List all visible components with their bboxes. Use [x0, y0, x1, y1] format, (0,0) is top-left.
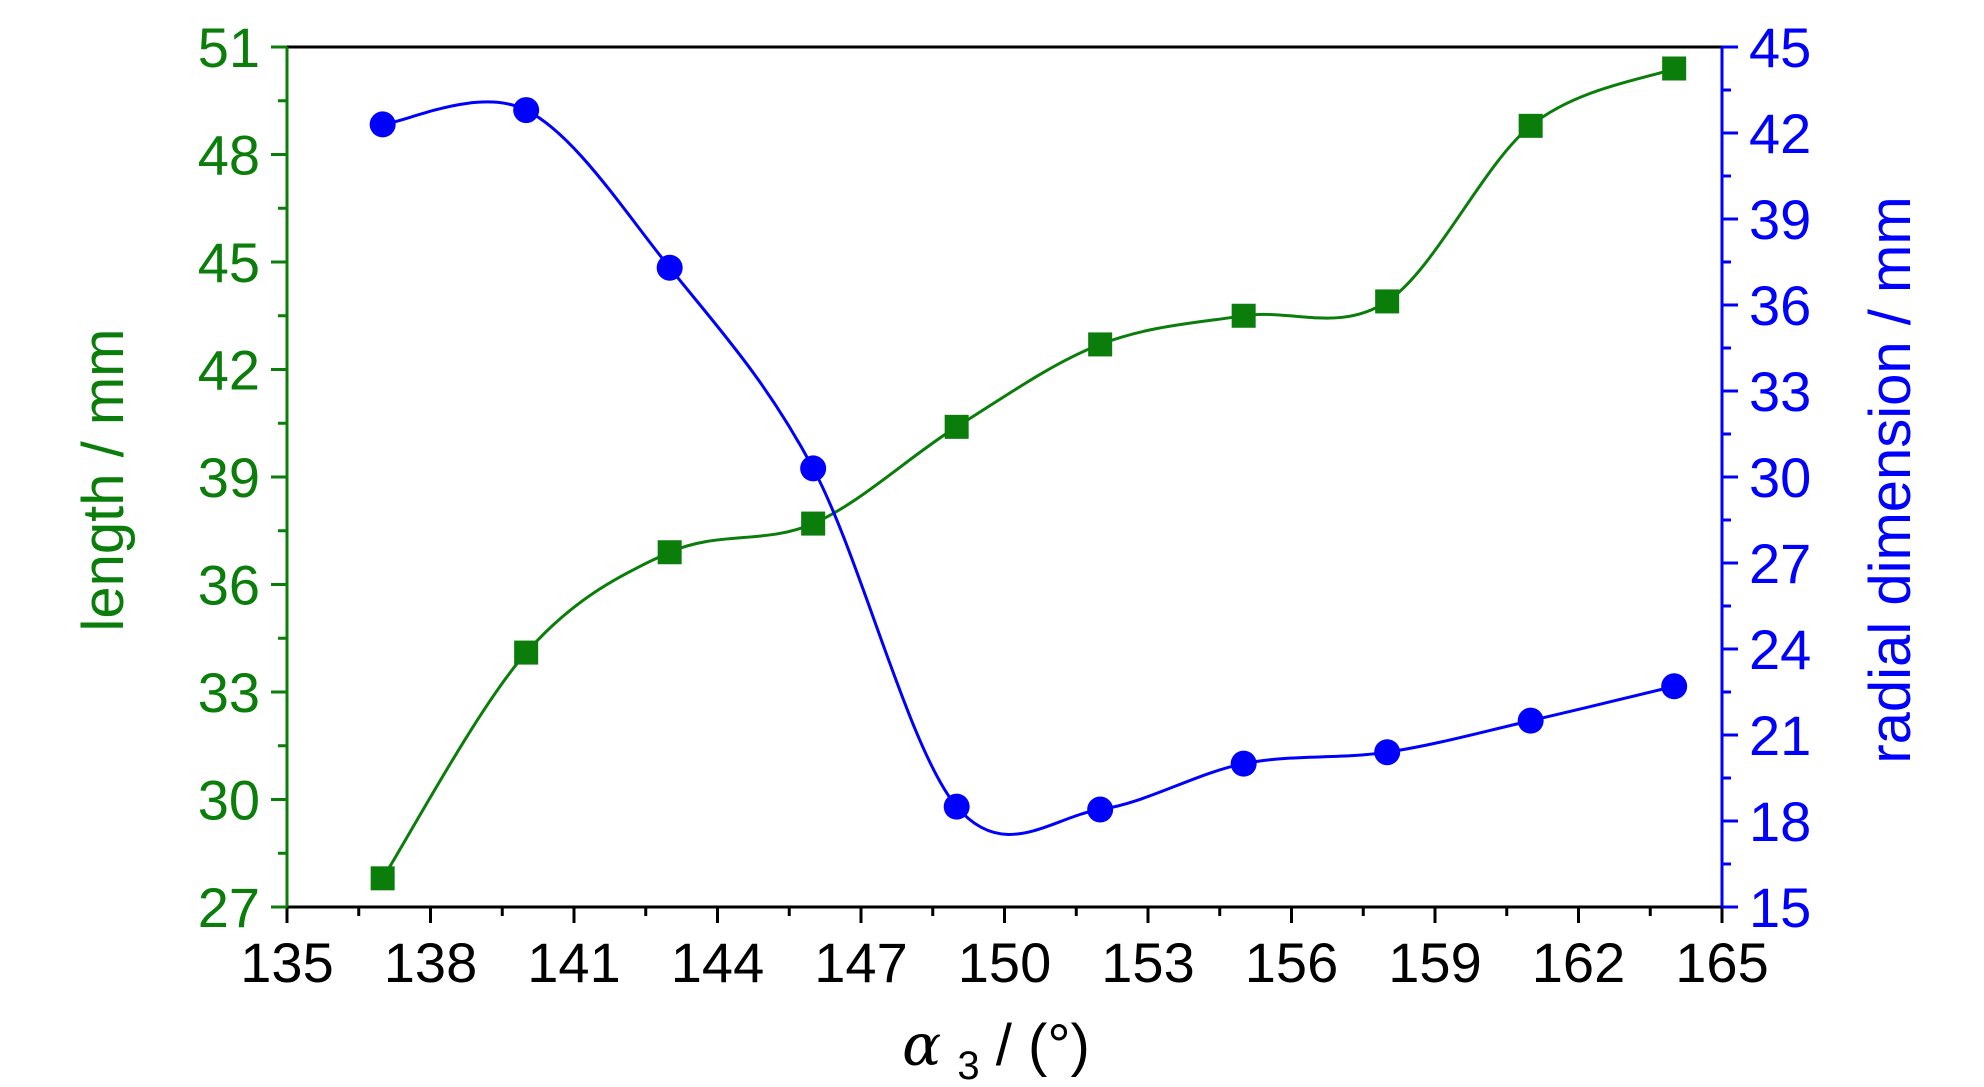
left-y-tick-label-48: 48 — [198, 124, 260, 187]
left-y-axis-title: length / mm — [71, 329, 136, 632]
length-point-155 — [1231, 303, 1256, 328]
radial-point-143 — [656, 254, 683, 281]
x-tick-label-147: 147 — [814, 931, 907, 994]
left-y-tick-label-45: 45 — [198, 231, 260, 294]
right-y-tick-label-21: 21 — [1749, 704, 1811, 767]
right-y-tick-label-30: 30 — [1749, 446, 1811, 509]
length-point-146 — [801, 511, 826, 536]
radial-point-164 — [1661, 673, 1688, 700]
left-y-tick-label-36: 36 — [198, 554, 260, 617]
right-y-tick-label-36: 36 — [1749, 274, 1811, 337]
x-tick-label-153: 153 — [1101, 931, 1194, 994]
radial-series-line — [382, 100, 1675, 836]
length-point-143 — [657, 540, 682, 565]
left-y-tick-label-30: 30 — [198, 769, 260, 832]
right-y-tick-label-39: 39 — [1749, 188, 1811, 251]
left-y-tick-label-42: 42 — [198, 339, 260, 402]
right-y-tick-label-24: 24 — [1749, 618, 1811, 681]
length-point-152 — [1088, 332, 1113, 357]
length-point-149 — [944, 414, 969, 439]
plot-layer — [369, 56, 1688, 891]
left-y-tick-label-33: 33 — [198, 661, 260, 724]
tick-layer — [271, 45, 1738, 923]
right-y-tick-label-27: 27 — [1749, 532, 1811, 595]
radial-point-155 — [1230, 750, 1257, 777]
right-y-tick-label-18: 18 — [1749, 790, 1811, 853]
length-point-164 — [1662, 56, 1687, 81]
radial-point-161 — [1517, 707, 1544, 734]
right-y-tick-label-15: 15 — [1749, 876, 1811, 939]
length-point-140 — [514, 640, 539, 665]
right-y-tick-label-42: 42 — [1749, 102, 1811, 165]
right-y-axis-title: radial dimension / mm — [1858, 196, 1923, 763]
x-tick-label-162: 162 — [1532, 931, 1625, 994]
radial-point-140 — [513, 97, 540, 124]
x-tick-label-165: 165 — [1675, 931, 1768, 994]
length-point-158 — [1375, 289, 1400, 314]
x-tick-label-135: 135 — [240, 931, 333, 994]
x-tick-label-138: 138 — [384, 931, 477, 994]
left-y-tick-label-39: 39 — [198, 446, 260, 509]
x-axis-title: α 3 / (°) — [902, 1011, 1090, 1087]
radial-point-152 — [1087, 796, 1114, 823]
x-axis-title-unit: / (°) — [996, 1013, 1090, 1078]
length-point-137 — [370, 866, 395, 891]
x-axis-title-symbol: α — [902, 1011, 941, 1079]
right-y-tick-label-33: 33 — [1749, 360, 1811, 423]
left-y-tick-label-27: 27 — [198, 876, 260, 939]
x-tick-label-144: 144 — [671, 931, 764, 994]
radial-point-158 — [1374, 739, 1401, 766]
radial-point-137 — [369, 111, 396, 138]
x-tick-label-141: 141 — [527, 931, 620, 994]
label-layer: 135 138 141 144 147 150 153 156 159 162 165 27 30 33 3… — [198, 16, 1812, 994]
radial-point-146 — [800, 455, 827, 482]
length-point-161 — [1518, 113, 1543, 138]
x-tick-label-156: 156 — [1245, 931, 1338, 994]
x-axis-title-subscript: 3 — [957, 1044, 979, 1087]
radial-point-149 — [943, 793, 970, 820]
x-tick-label-159: 159 — [1388, 931, 1481, 994]
right-y-tick-label-45: 45 — [1749, 16, 1811, 79]
left-y-tick-label-51: 51 — [198, 16, 260, 79]
x-tick-label-150: 150 — [958, 931, 1051, 994]
length-series-line — [381, 67, 1675, 880]
